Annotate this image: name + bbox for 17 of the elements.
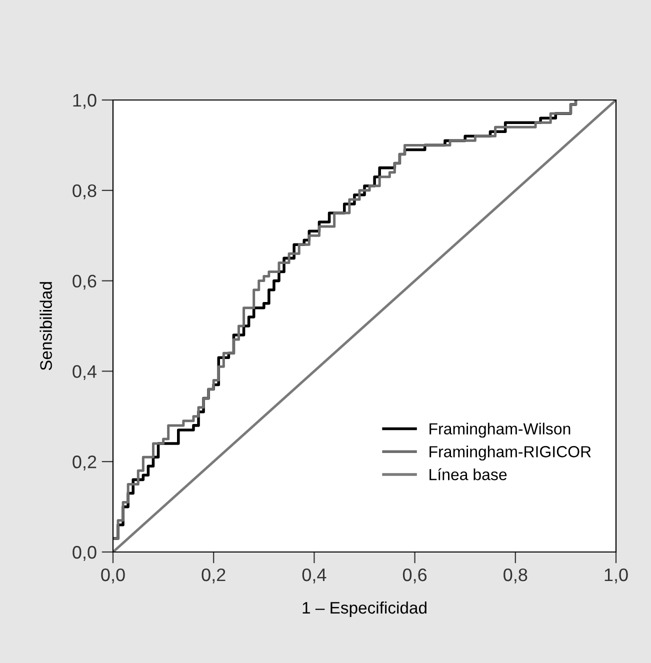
legend-label: Framingham-RIGICOR (430, 446, 591, 461)
x-axis-title: 1 – Especificidad (302, 601, 426, 618)
legend-label: Línea base (430, 468, 507, 480)
x-tick-label: 0,6 (402, 568, 427, 584)
y-tick-label: 0,6 (72, 274, 96, 290)
y-tick-label: 0,4 (72, 365, 96, 380)
x-tick-label: 0,8 (504, 568, 528, 584)
y-tick-label: 1,0 (73, 94, 96, 109)
x-tick-label: 1,0 (604, 568, 628, 584)
legend-label: Framingham-Wilson (430, 422, 570, 438)
x-tick-label: 0,0 (101, 568, 125, 584)
y-tick-label: 0,2 (72, 456, 96, 470)
x-tick-label: 0,2 (202, 568, 226, 584)
y-axis-title: Sensibilidad (40, 282, 52, 370)
y-tick-label: 0,8 (72, 184, 96, 200)
x-tick-label: 0,4 (302, 568, 326, 584)
y-tick-label: 0,0 (72, 546, 96, 561)
